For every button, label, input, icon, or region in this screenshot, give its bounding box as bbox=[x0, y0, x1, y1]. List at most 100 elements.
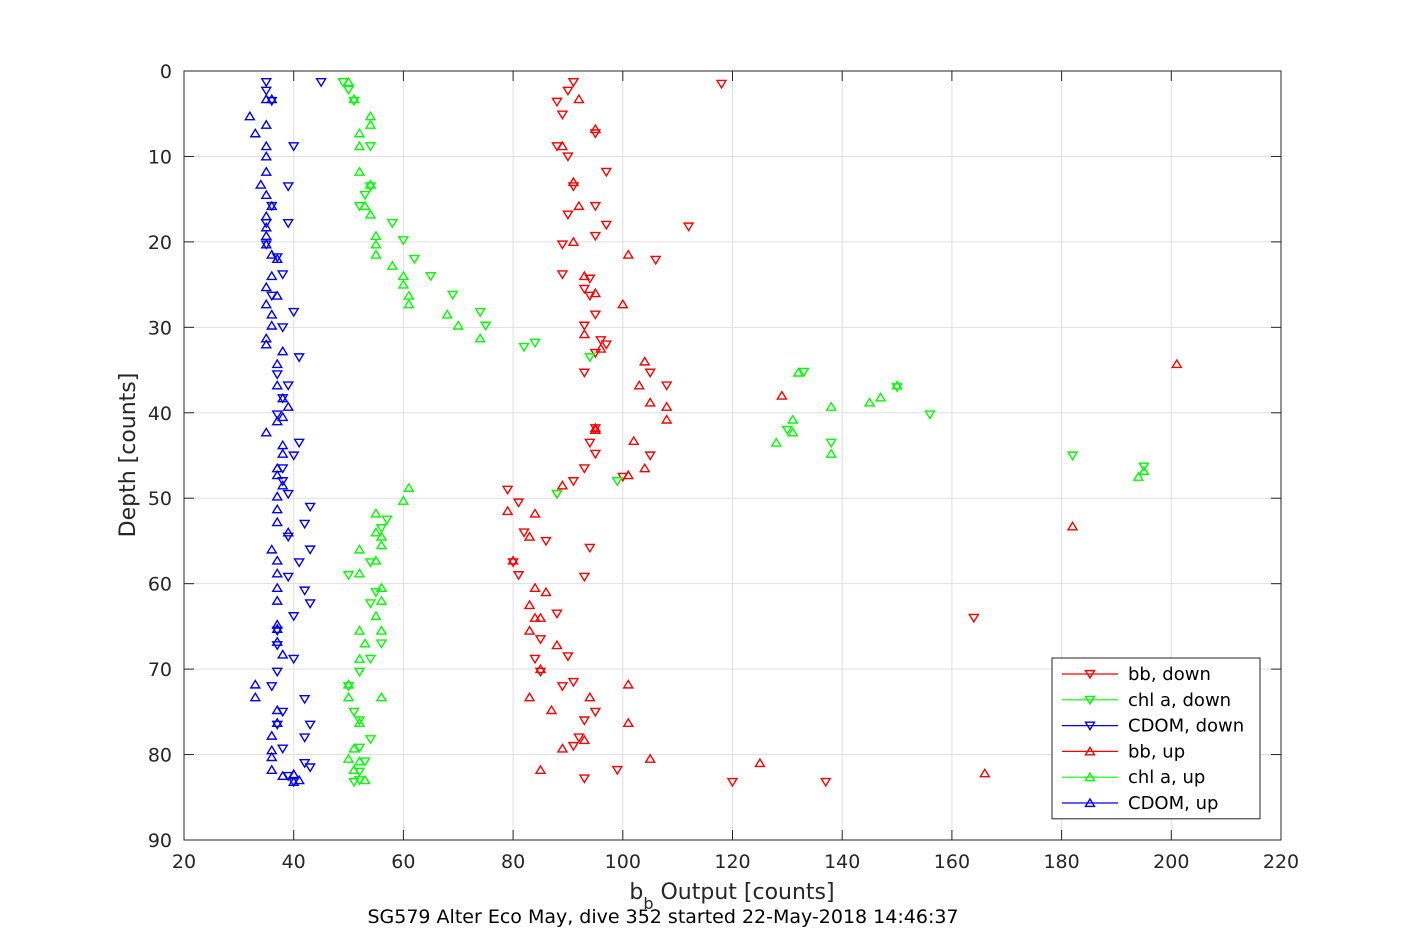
x-axis-label: bb Output [counts] bbox=[629, 880, 834, 913]
point-chl-a-up bbox=[397, 495, 410, 505]
point-bb-up bbox=[633, 380, 645, 390]
point-chl-a-up bbox=[370, 610, 382, 621]
point-cdom-down bbox=[260, 86, 273, 97]
point-chl-a-down bbox=[364, 182, 377, 192]
point-chl-a-down bbox=[551, 489, 563, 500]
point-bb-down bbox=[682, 222, 695, 232]
point-chl-a-up bbox=[787, 427, 799, 437]
point-chl-a-down bbox=[584, 353, 596, 363]
point-chl-a-up bbox=[364, 179, 377, 189]
point-bb-down bbox=[518, 528, 530, 538]
point-bb-up bbox=[589, 287, 602, 298]
point-chl-a-up bbox=[375, 595, 388, 605]
point-cdom-down bbox=[304, 720, 316, 731]
tick-labels: 20 40 60 80 100 120 140 160 180 200 220 0 10 20 30 40 50… bbox=[148, 61, 1299, 873]
point-cdom-down bbox=[287, 451, 300, 461]
x-tick-label: 80 bbox=[501, 851, 525, 873]
point-bb-down bbox=[534, 635, 547, 645]
point-cdom-down bbox=[282, 572, 294, 583]
x-tick-label: 20 bbox=[172, 851, 196, 873]
point-bb-down bbox=[512, 498, 525, 508]
point-bb-up bbox=[622, 717, 635, 728]
point-bb-down bbox=[567, 741, 580, 752]
point-bb-down bbox=[512, 571, 525, 581]
point-cdom-up bbox=[266, 270, 278, 281]
point-chl-a-down bbox=[611, 477, 624, 487]
x-tick-label: 140 bbox=[824, 851, 860, 873]
point-bb-up bbox=[979, 767, 991, 778]
point-cdom-up bbox=[266, 249, 278, 259]
point-chl-a-up bbox=[474, 333, 486, 343]
point-bb-down bbox=[562, 86, 574, 97]
point-cdom-up bbox=[271, 568, 283, 578]
point-chl-a-down bbox=[386, 219, 399, 229]
point-cdom-up bbox=[260, 239, 273, 249]
point-cdom-down bbox=[293, 558, 305, 568]
point-chl-a-up bbox=[359, 200, 371, 211]
legend-marker-chl-a-down bbox=[1084, 695, 1096, 706]
point-chl-a-up bbox=[364, 209, 377, 219]
point-cdom-up bbox=[271, 619, 283, 629]
point-bb-down bbox=[529, 654, 541, 665]
legend-label-bb-down: bb, down bbox=[1128, 664, 1211, 685]
point-cdom-up bbox=[249, 691, 262, 702]
point-bb-down bbox=[578, 572, 591, 583]
point-cdom-up bbox=[266, 751, 278, 762]
x-axis-label-subscript: b bbox=[643, 894, 653, 913]
point-cdom-down bbox=[304, 545, 316, 555]
y-tick-label: 60 bbox=[148, 574, 172, 596]
point-cdom-up bbox=[249, 127, 262, 138]
point-cdom-up bbox=[266, 764, 278, 775]
legend-marker-cdom-down bbox=[1084, 721, 1096, 732]
point-cdom-down bbox=[304, 763, 316, 773]
point-cdom-up bbox=[260, 189, 273, 199]
point-cdom-up bbox=[276, 392, 289, 403]
y-axis-label: Depth [counts] bbox=[116, 373, 141, 538]
point-chl-a-down bbox=[924, 410, 936, 420]
point-chl-a-up bbox=[386, 260, 399, 270]
point-cdom-up bbox=[287, 776, 300, 786]
point-cdom-down bbox=[287, 142, 300, 152]
point-bb-up bbox=[622, 249, 635, 259]
point-cdom-up bbox=[260, 427, 273, 437]
point-bb-down bbox=[968, 613, 980, 624]
point-bb-up bbox=[644, 397, 656, 407]
x-tick-label: 60 bbox=[391, 851, 415, 873]
point-bb-down bbox=[715, 79, 728, 90]
point-cdom-up bbox=[260, 93, 273, 104]
point-chl-a-up bbox=[792, 367, 805, 377]
point-chl-a-down bbox=[425, 271, 437, 282]
point-chl-a-down bbox=[479, 321, 492, 332]
x-axis-label-main: b bbox=[629, 880, 643, 905]
legend-label-chl-a-up: chl a, up bbox=[1128, 767, 1205, 788]
point-chl-a-up bbox=[891, 380, 903, 390]
point-cdom-up bbox=[271, 595, 283, 605]
point-bb-up bbox=[573, 93, 585, 104]
point-cdom-up bbox=[260, 333, 273, 343]
y-tick-label: 50 bbox=[148, 488, 172, 510]
point-cdom-up bbox=[266, 93, 278, 104]
point-chl-a-down bbox=[397, 236, 410, 246]
point-bb-down bbox=[589, 231, 602, 242]
point-bb-up bbox=[617, 298, 629, 309]
point-bb-up bbox=[578, 734, 591, 745]
point-chl-a-up bbox=[353, 568, 366, 578]
point-bb-down bbox=[562, 652, 574, 662]
point-chl-a-down bbox=[364, 599, 377, 609]
legend-marker-bb-up bbox=[1084, 745, 1096, 756]
point-chl-a-down bbox=[375, 639, 388, 649]
point-bb-down bbox=[584, 438, 596, 449]
point-cdom-up bbox=[276, 345, 289, 356]
point-bb-down bbox=[726, 777, 739, 788]
point-cdom-down bbox=[282, 532, 294, 543]
point-chl-a-down bbox=[348, 777, 360, 788]
legend-marker-bb-down bbox=[1084, 669, 1096, 680]
x-tick-label: 180 bbox=[1043, 851, 1079, 873]
point-chl-a-up bbox=[364, 119, 377, 129]
point-bb-down bbox=[567, 677, 580, 688]
legend: bb, down chl a, down CDOM, down bb, up chl a… bbox=[1051, 657, 1261, 820]
point-bb-down bbox=[567, 182, 580, 192]
point-cdom-down bbox=[298, 733, 311, 743]
point-bb-up bbox=[589, 422, 602, 433]
